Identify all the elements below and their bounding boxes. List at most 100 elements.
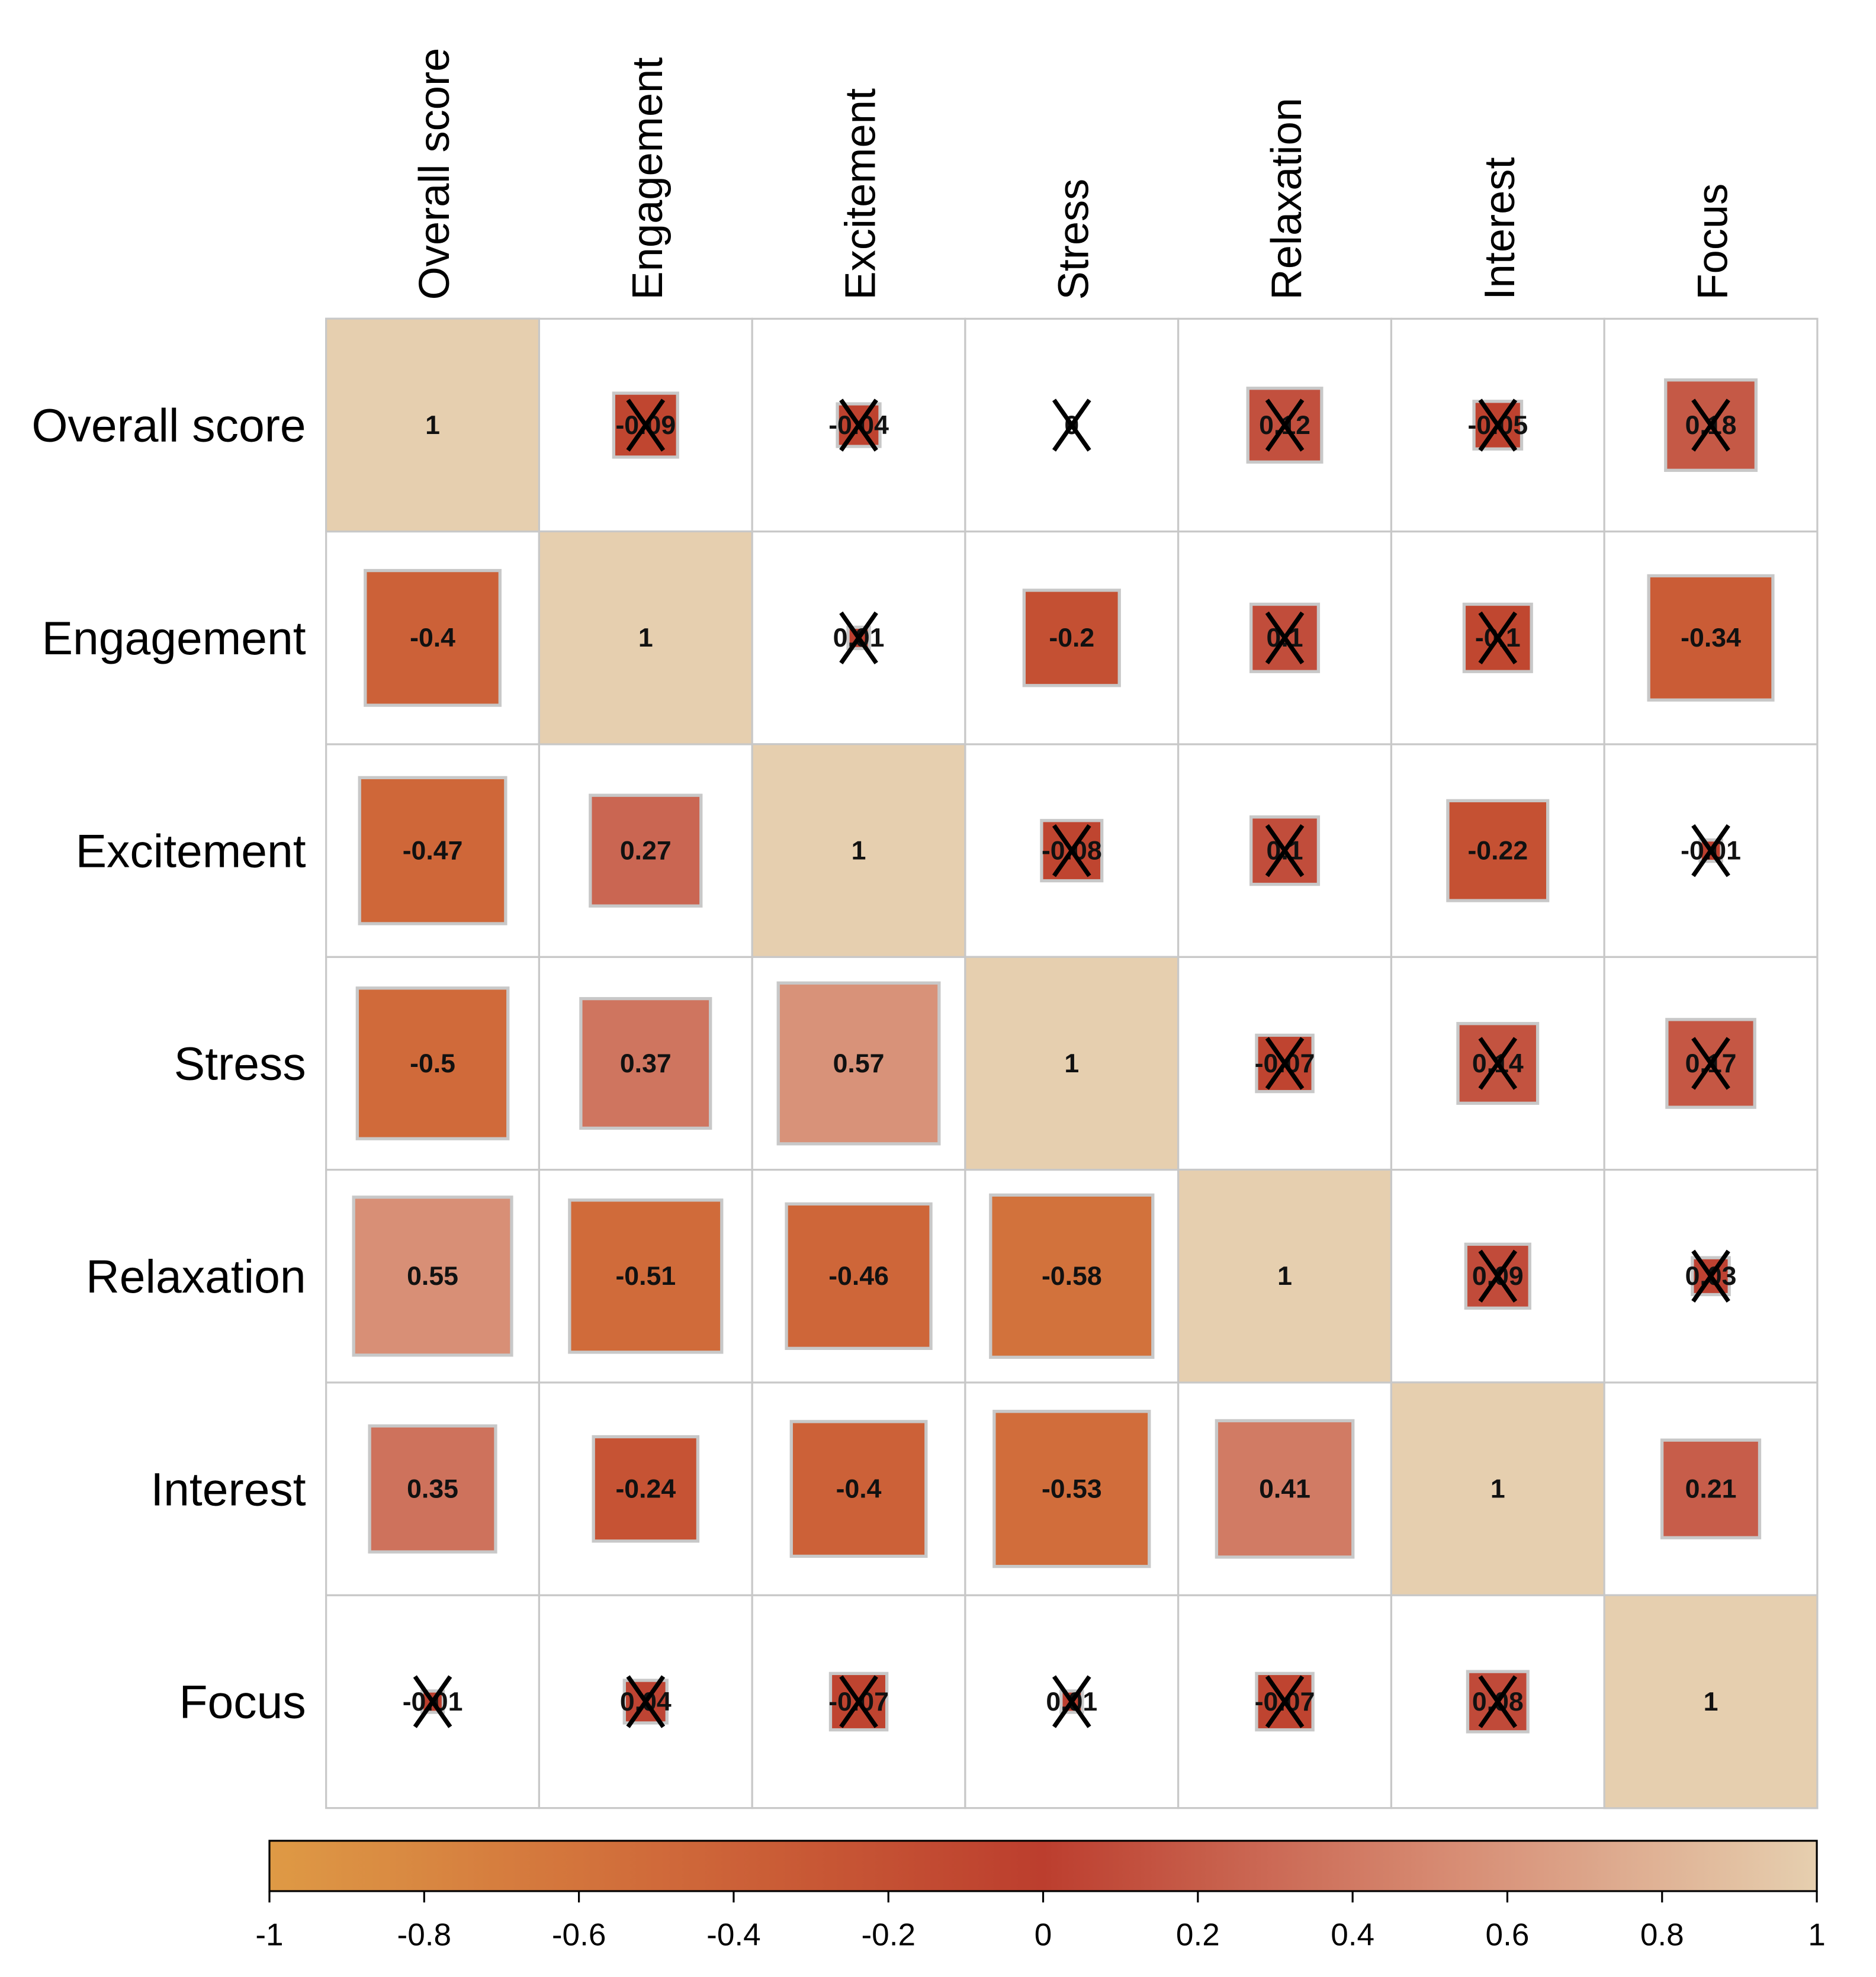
correlation-value: 0.21 <box>1685 1475 1737 1504</box>
row-label: Focus <box>179 1676 306 1728</box>
correlation-value: -0.58 <box>1042 1262 1102 1291</box>
correlation-value: -0.47 <box>403 837 463 866</box>
correlation-value: 1 <box>1704 1687 1718 1716</box>
correlation-value: -0.51 <box>615 1262 676 1291</box>
column-label: Overall score <box>411 48 458 300</box>
correlation-value: -0.5 <box>410 1049 455 1078</box>
cross-mark-icon <box>839 611 878 665</box>
correlation-square <box>1022 589 1121 687</box>
correlation-square <box>1390 1381 1605 1597</box>
correlation-square <box>776 981 941 1146</box>
cross-mark-icon <box>839 1675 878 1728</box>
correlation-square <box>1255 1033 1315 1094</box>
colorbar-tick-label: 0.4 <box>1331 1917 1374 1952</box>
row-label: Stress <box>174 1038 306 1090</box>
correlation-square <box>325 317 541 533</box>
correlation-square <box>1177 1168 1393 1384</box>
column-label: Focus <box>1689 184 1737 300</box>
cross-mark-icon <box>1478 1037 1518 1090</box>
cross-mark-icon <box>1265 611 1305 665</box>
cross-mark-icon <box>1478 611 1518 665</box>
matrix-cells: 1 -0.09 -0.04 0 0.12 -0.05 0.18-0.4 1 0.01 -0.2 0.… <box>325 317 1819 1809</box>
cross-mark-icon <box>1691 1249 1730 1303</box>
colorbar-ticks: -1 -0.8 -0.6 -0.4 -0.2 0 0.2 0.4 0.6 0.8 1 <box>255 1891 1826 1952</box>
cross-mark-icon <box>1478 1249 1518 1303</box>
colorbar <box>268 1840 1818 1892</box>
column-label: Stress <box>1050 179 1097 300</box>
colorbar-tick-label: -0.2 <box>861 1917 915 1952</box>
correlation-square <box>964 956 1180 1171</box>
correlation-square <box>1446 799 1550 902</box>
column-label: Interest <box>1476 157 1524 300</box>
colorbar-tick-label: -0.6 <box>552 1917 606 1952</box>
colorbar-tick-label: 1 <box>1808 1917 1826 1952</box>
correlation-value: -0.24 <box>615 1475 676 1504</box>
colorbar-tick-label: 0 <box>1035 1917 1052 1952</box>
cross-mark-icon <box>413 1675 452 1728</box>
cross-mark-icon <box>1265 398 1305 452</box>
correlation-square <box>364 568 502 707</box>
cross-mark-icon <box>1265 1037 1305 1090</box>
cross-mark-icon <box>1691 398 1730 452</box>
cross-mark-icon <box>1052 1675 1091 1728</box>
row-label: Excitement <box>76 825 306 877</box>
row-label: Relaxation <box>86 1251 306 1303</box>
correlation-square <box>1647 574 1775 702</box>
correlation-value: -0.46 <box>828 1262 889 1291</box>
correlation-square <box>358 776 507 925</box>
correlation-square <box>992 1410 1151 1568</box>
correlation-square <box>368 1424 497 1554</box>
colorbar-tick-label: -0.8 <box>397 1917 452 1952</box>
correlation-square <box>785 1202 933 1350</box>
correlation-square <box>789 1420 928 1558</box>
correlation-value: 1 <box>1064 1049 1079 1078</box>
correlation-square <box>1603 1594 1819 1809</box>
row-label: Engagement <box>42 612 306 664</box>
cross-mark-icon <box>1478 398 1518 452</box>
correlation-square <box>592 1435 700 1543</box>
correlation-square <box>989 1193 1155 1359</box>
correlation-square <box>589 793 703 908</box>
correlation-value: -0.34 <box>1681 623 1741 652</box>
correlation-square <box>579 996 712 1130</box>
cross-mark-icon <box>1052 398 1091 452</box>
row-labels: Overall score Engagement Excitement Stress R… <box>31 400 306 1728</box>
correlation-value: -0.4 <box>836 1475 882 1504</box>
correlation-value: 1 <box>425 411 440 440</box>
colorbar-tick-label: 0.2 <box>1176 1917 1220 1952</box>
cross-mark-icon <box>1691 824 1730 877</box>
cross-mark-icon <box>1691 1037 1730 1090</box>
column-label: Engagement <box>624 57 672 300</box>
correlation-value: 1 <box>1490 1475 1505 1504</box>
correlation-value: -0.53 <box>1042 1475 1102 1504</box>
cross-mark-icon <box>839 398 878 452</box>
correlation-value: -0.22 <box>1467 837 1528 866</box>
cross-mark-icon <box>1265 1675 1305 1728</box>
correlation-square <box>1660 1438 1762 1539</box>
column-label: Relaxation <box>1263 98 1310 300</box>
cross-mark-icon <box>1052 824 1091 877</box>
correlation-value: 0.27 <box>620 837 672 866</box>
colorbar-tick-label: -1 <box>255 1917 283 1952</box>
correlation-square <box>355 986 510 1140</box>
correlation-value: 0.57 <box>833 1049 885 1078</box>
correlation-square <box>751 743 966 959</box>
correlation-value: -0.2 <box>1049 623 1094 652</box>
colorbar-tick-label: 0.8 <box>1640 1917 1684 1952</box>
correlation-value: -0.4 <box>410 623 455 652</box>
correlation-square <box>568 1198 724 1354</box>
row-label: Overall score <box>31 400 306 452</box>
colorbar-tick-label: 0.6 <box>1486 1917 1530 1952</box>
correlation-value: 0.55 <box>407 1262 458 1291</box>
correlation-value: 0.35 <box>407 1475 458 1504</box>
matrix-cell <box>538 1381 753 1596</box>
colorbar-tick-label: -0.4 <box>706 1917 761 1952</box>
correlation-value: 1 <box>852 837 866 866</box>
correlation-value: 1 <box>1277 1262 1292 1291</box>
correlation-square <box>352 1195 513 1357</box>
correlation-value: 0.37 <box>620 1049 672 1078</box>
column-labels: Overall score Engagement Excitement Stress R… <box>411 48 1736 300</box>
correlation-square <box>1215 1419 1355 1559</box>
cross-mark-icon <box>1265 824 1305 877</box>
